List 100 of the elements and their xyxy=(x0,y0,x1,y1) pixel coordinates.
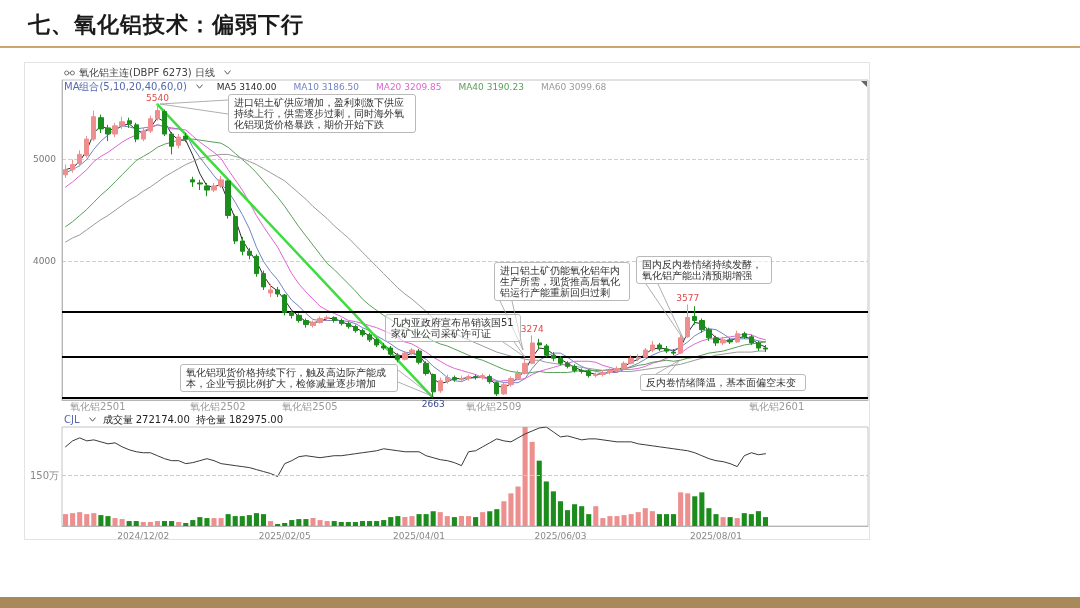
bar xyxy=(105,516,111,526)
candlestick xyxy=(438,377,443,394)
candlestick xyxy=(749,334,754,346)
text: MA5 3140.00 xyxy=(216,82,277,92)
bar xyxy=(140,522,146,526)
bar xyxy=(303,519,309,526)
text: 氧化铝2509 xyxy=(466,400,522,412)
bar xyxy=(246,515,252,526)
candlestick xyxy=(204,182,210,197)
candlestick xyxy=(735,330,740,344)
bar xyxy=(416,514,422,526)
bar xyxy=(557,501,563,526)
bar xyxy=(649,511,655,526)
bar xyxy=(635,512,641,526)
bar xyxy=(190,520,196,526)
text: MA10 3186.50 xyxy=(293,82,360,92)
candlestick xyxy=(487,374,492,385)
bar xyxy=(352,522,358,526)
candlestick xyxy=(742,331,747,340)
candlestick xyxy=(197,179,203,191)
ref-line-label: 150万 xyxy=(29,470,59,482)
candlestick xyxy=(537,338,542,350)
bar xyxy=(663,514,670,526)
candlestick xyxy=(664,345,669,354)
chart-title: 七、氧化铝技术：偏弱下行 xyxy=(28,10,304,39)
bar xyxy=(296,519,302,526)
candlestick xyxy=(332,315,337,324)
bar xyxy=(762,517,769,526)
annotation: 进口铝土矿仍能氧化铝年内生产所需，现货推高后氧化铝运行产能重新回归过剩 xyxy=(494,262,630,301)
y-tick-label: 4000 xyxy=(33,256,57,267)
bar xyxy=(748,514,754,526)
bar xyxy=(480,512,486,526)
chart-subtitle: 氧化铝主连(DBPF 6273) 日线 xyxy=(79,67,215,78)
y-tick-label: 5000 xyxy=(33,154,57,165)
text: 3274 xyxy=(520,323,544,334)
candlestick xyxy=(381,342,386,351)
x-tick-label: 2025/06/03 xyxy=(534,530,587,541)
text: 持仓量 182975.00 xyxy=(195,414,284,425)
text: MA60 3099.68 xyxy=(540,82,607,92)
bar xyxy=(536,460,542,526)
bar xyxy=(671,514,677,526)
bar xyxy=(367,521,373,526)
text: MA20 3209.85 xyxy=(375,82,442,92)
candlestick xyxy=(77,149,82,168)
bar xyxy=(656,514,662,526)
bar xyxy=(572,504,578,526)
bar xyxy=(473,517,479,526)
bar xyxy=(494,509,500,526)
bar xyxy=(451,517,457,526)
bar xyxy=(529,441,535,526)
bar xyxy=(465,516,472,526)
candlestick xyxy=(544,343,549,358)
bar xyxy=(154,521,160,526)
bar xyxy=(423,514,429,526)
text: 2663 xyxy=(421,399,445,410)
bar xyxy=(91,513,97,526)
x-tick-label: 2025/04/01 xyxy=(393,530,445,541)
text: MA40 3190.23 xyxy=(458,82,524,92)
bar xyxy=(84,514,90,526)
candlestick xyxy=(233,214,238,245)
annotation: 反内卷情绪降温，基本面偏空未变 xyxy=(640,374,806,391)
candlestick xyxy=(586,368,591,379)
candlestick xyxy=(353,324,358,334)
bar xyxy=(402,517,408,526)
candlestick xyxy=(720,336,726,346)
annotation: 国内反内卷情绪持续发酵，氧化铝产能出清预期增强 xyxy=(636,256,772,284)
bar xyxy=(685,493,691,526)
bar xyxy=(614,516,620,526)
bar xyxy=(239,516,245,526)
candlestick xyxy=(162,109,167,137)
bar xyxy=(310,518,316,526)
x-tick-label: 2024/12/02 xyxy=(117,530,170,541)
x-tick-label: 2025/02/05 xyxy=(258,530,311,541)
bar xyxy=(345,522,351,526)
bar xyxy=(586,514,592,526)
candlestick xyxy=(346,321,351,330)
bar xyxy=(211,518,217,526)
candlestick xyxy=(530,334,535,365)
bar xyxy=(458,516,465,526)
candlestick xyxy=(134,122,139,143)
bar xyxy=(161,521,168,526)
bar xyxy=(692,496,698,526)
bar xyxy=(183,523,189,526)
candlestick xyxy=(423,360,429,377)
bar xyxy=(607,516,613,526)
candlestick xyxy=(141,127,146,142)
bar xyxy=(755,511,761,526)
candlestick xyxy=(494,381,499,397)
bar xyxy=(600,518,606,526)
bar xyxy=(550,491,556,526)
candlestick xyxy=(148,115,153,134)
candlestick xyxy=(190,176,195,188)
bar xyxy=(642,508,648,526)
legend-title: MA组合(5,10,20,40,60,0) xyxy=(64,81,187,92)
candlestick xyxy=(685,304,690,339)
bar xyxy=(593,506,599,526)
bar xyxy=(133,521,139,526)
annotation: 进口铝土矿供应增加，盈利刺激下供应持续上行，供需逐步过剩，同时海外氧化铝现货价格暴跌，期价开始下跌 xyxy=(228,94,416,133)
bar xyxy=(232,516,238,526)
annotation: 氧化铝现货价格持续下行，触及高边际产能成本，企业亏损比例扩大，检修减量逐步增加 xyxy=(180,364,398,392)
